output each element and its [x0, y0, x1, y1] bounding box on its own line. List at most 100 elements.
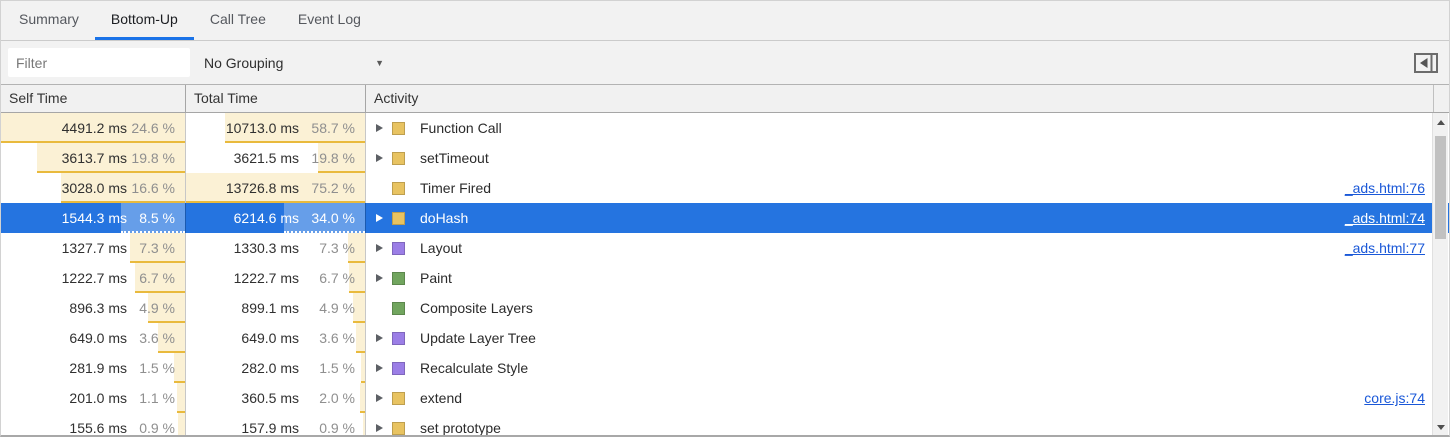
percent-bar [60, 173, 185, 203]
column-header-activity[interactable]: Activity [374, 90, 419, 106]
time-value: 1327.7 ms [61, 240, 127, 256]
source-link[interactable]: _ads.html:76 [1344, 180, 1425, 196]
source-link[interactable]: _ads.html:77 [1344, 240, 1425, 256]
expand-arrow-icon[interactable] [376, 274, 383, 282]
grouping-select[interactable]: No Grouping ▼ [196, 48, 392, 78]
percent-bar [121, 203, 185, 233]
table-row[interactable]: 201.0 ms 1.1 % 360.5 ms 2.0 % extend core.js:… [1, 383, 1449, 413]
activity-cell: Composite Layers [366, 293, 1449, 323]
percent-bar [36, 143, 185, 173]
percent-value: 19.8 % [131, 150, 175, 166]
activity-label: set prototype [420, 420, 501, 436]
self-time-cell: 1327.7 ms 7.3 % [1, 233, 186, 263]
table-row[interactable]: 155.6 ms 0.9 % 157.9 ms 0.9 % set prototype [1, 413, 1449, 436]
percent-value: 3.6 % [139, 330, 175, 346]
percent-bar [173, 353, 185, 383]
scrollbar-thumb[interactable] [1435, 136, 1446, 239]
self-time-cell: 3613.7 ms 19.8 % [1, 143, 186, 173]
scripting-category-swatch-icon [392, 421, 405, 435]
time-value: 3621.5 ms [233, 150, 299, 166]
percent-value: 6.7 % [139, 270, 175, 286]
time-value: 4491.2 ms [61, 120, 127, 136]
expand-arrow-icon[interactable] [376, 334, 383, 342]
percent-bar [284, 203, 365, 233]
percent-value: 0.9 % [139, 420, 175, 436]
tab-bottom-up[interactable]: Bottom-Up [94, 1, 194, 40]
percent-value: 3.6 % [319, 330, 355, 346]
activity-cell: Function Call [366, 113, 1449, 143]
expand-arrow-icon[interactable] [376, 364, 383, 372]
activity-label: Function Call [420, 120, 502, 136]
rendering-category-swatch-icon [392, 361, 405, 375]
collapse-right-panel-icon [1414, 52, 1438, 73]
total-time-cell: 1330.3 ms 7.3 % [186, 233, 366, 263]
tab-call-tree[interactable]: Call Tree [209, 11, 266, 27]
percent-value: 24.6 % [131, 120, 175, 136]
scroll-down-icon[interactable] [1436, 425, 1445, 430]
percent-value: 4.9 % [139, 300, 175, 316]
expand-arrow-icon[interactable] [376, 124, 383, 132]
table-row[interactable]: 3613.7 ms 19.8 % 3621.5 ms 19.8 % setTimeout [1, 143, 1449, 173]
time-value: 281.9 ms [69, 360, 127, 376]
table-row[interactable]: 896.3 ms 4.9 % 899.1 ms 4.9 % Composite Laye… [1, 293, 1449, 323]
activity-cell: Timer Fired _ads.html:76 [366, 173, 1449, 203]
total-time-cell: 1222.7 ms 6.7 % [186, 263, 366, 293]
expand-arrow-icon[interactable] [376, 154, 383, 162]
percent-value: 1.5 % [319, 360, 355, 376]
table-row[interactable]: 649.0 ms 3.6 % 649.0 ms 3.6 % Update Layer T… [1, 323, 1449, 353]
self-time-cell: 281.9 ms 1.5 % [1, 353, 186, 383]
expand-arrow-icon[interactable] [376, 394, 383, 402]
percent-bar [158, 323, 185, 353]
percent-bar [356, 323, 365, 353]
tab-summary[interactable]: Summary [19, 11, 79, 27]
table-row[interactable]: 1544.3 ms 8.5 % 6214.6 ms 34.0 % doHash _ads.… [1, 203, 1449, 233]
tab-event-log[interactable]: Event Log [297, 11, 361, 27]
table-row[interactable]: 1222.7 ms 6.7 % 1222.7 ms 6.7 % Paint [1, 263, 1449, 293]
vertical-scrollbar[interactable] [1432, 113, 1448, 435]
percent-value: 0.9 % [319, 420, 355, 436]
percent-bar [347, 233, 365, 263]
column-header-self-time[interactable]: Self Time [1, 85, 186, 112]
time-value: 1222.7 ms [61, 270, 127, 286]
percent-value: 7.3 % [319, 240, 355, 256]
activity-cell: extend core.js:74 [366, 383, 1449, 413]
column-header-total-time[interactable]: Total Time [186, 85, 366, 112]
percent-bar [186, 173, 365, 203]
time-value: 201.0 ms [69, 390, 127, 406]
chevron-down-icon: ▼ [375, 57, 384, 68]
total-time-cell: 282.0 ms 1.5 % [186, 353, 366, 383]
activity-label: extend [420, 390, 463, 406]
scripting-category-swatch-icon [392, 181, 405, 195]
percent-bar [317, 143, 365, 173]
source-link[interactable]: core.js:74 [1364, 390, 1425, 406]
table-row[interactable]: 4491.2 ms 24.6 % 10713.0 ms 58.7 % Function … [1, 113, 1449, 143]
expand-arrow-icon[interactable] [376, 424, 383, 432]
expand-arrow-icon[interactable] [376, 244, 383, 252]
activity-cell: Paint [366, 263, 1449, 293]
table-row[interactable]: 281.9 ms 1.5 % 282.0 ms 1.5 % Recalculate St… [1, 353, 1449, 383]
source-link[interactable]: _ads.html:74 [1344, 210, 1425, 226]
table-row[interactable]: 3028.0 ms 16.6 % 13726.8 ms 75.2 % Timer Fir… [1, 173, 1449, 203]
table-row[interactable]: 1327.7 ms 7.3 % 1330.3 ms 7.3 % Layout _ads.h… [1, 233, 1449, 263]
time-value: 6214.6 ms [233, 210, 299, 226]
time-value: 896.3 ms [69, 300, 127, 316]
percent-bar [130, 233, 185, 263]
self-time-cell: 201.0 ms 1.1 % [1, 383, 186, 413]
scripting-category-swatch-icon [392, 391, 405, 405]
self-time-cell: 4491.2 ms 24.6 % [1, 113, 186, 143]
toggle-details-sidebar-button[interactable] [1413, 52, 1439, 74]
percent-value: 2.0 % [319, 390, 355, 406]
scroll-up-icon[interactable] [1436, 120, 1445, 125]
self-time-cell: 896.3 ms 4.9 % [1, 293, 186, 323]
grid-body: 4491.2 ms 24.6 % 10713.0 ms 58.7 % Function … [1, 113, 1449, 436]
time-value: 3028.0 ms [61, 180, 127, 196]
percent-bar [134, 263, 185, 293]
header-scroll-corner [1433, 85, 1449, 112]
self-time-cell: 1544.3 ms 8.5 % [1, 203, 186, 233]
percent-value: 7.3 % [139, 240, 175, 256]
activity-label: Paint [420, 270, 452, 286]
filter-input[interactable] [8, 48, 190, 77]
activity-cell: Recalculate Style [366, 353, 1449, 383]
expand-arrow-icon[interactable] [376, 214, 383, 222]
